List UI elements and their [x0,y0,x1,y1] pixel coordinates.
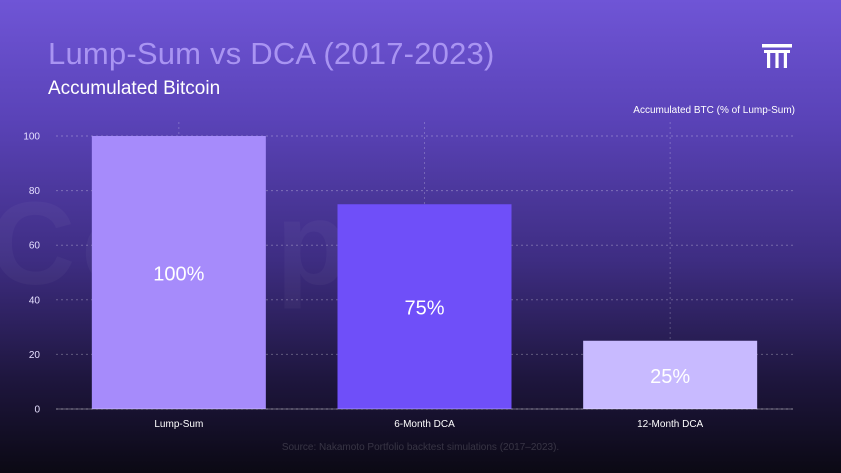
chart-subtitle: Accumulated Bitcoin [48,78,221,99]
source-note: Source: Nakamoto Portfolio backtest simu… [281,442,560,453]
y-tick-label: 100 [23,132,40,143]
bar [91,136,266,409]
bar [337,204,512,409]
y-tick-label: 80 [29,186,41,197]
data-label: 25% [650,366,690,388]
bar [583,340,758,409]
chart-title: Lump-Sum vs DCA (2017-2023) [48,36,495,71]
y-tick-label: 40 [29,295,41,306]
x-tick-label: 12-Month DCA [637,419,703,430]
y-tick-label: 20 [29,350,41,361]
x-tick-label: Lump-Sum [154,419,203,430]
x-tick-label: 6-Month DCA [394,419,455,430]
y-axis-label: Accumulated BTC (% of Lump-Sum) [633,105,795,116]
data-label: 75% [404,298,444,320]
y-tick-label: 0 [34,405,40,416]
pillars-logo-icon [762,44,792,68]
y-tick-label: 60 [29,241,41,252]
data-label: 100% [153,264,204,286]
